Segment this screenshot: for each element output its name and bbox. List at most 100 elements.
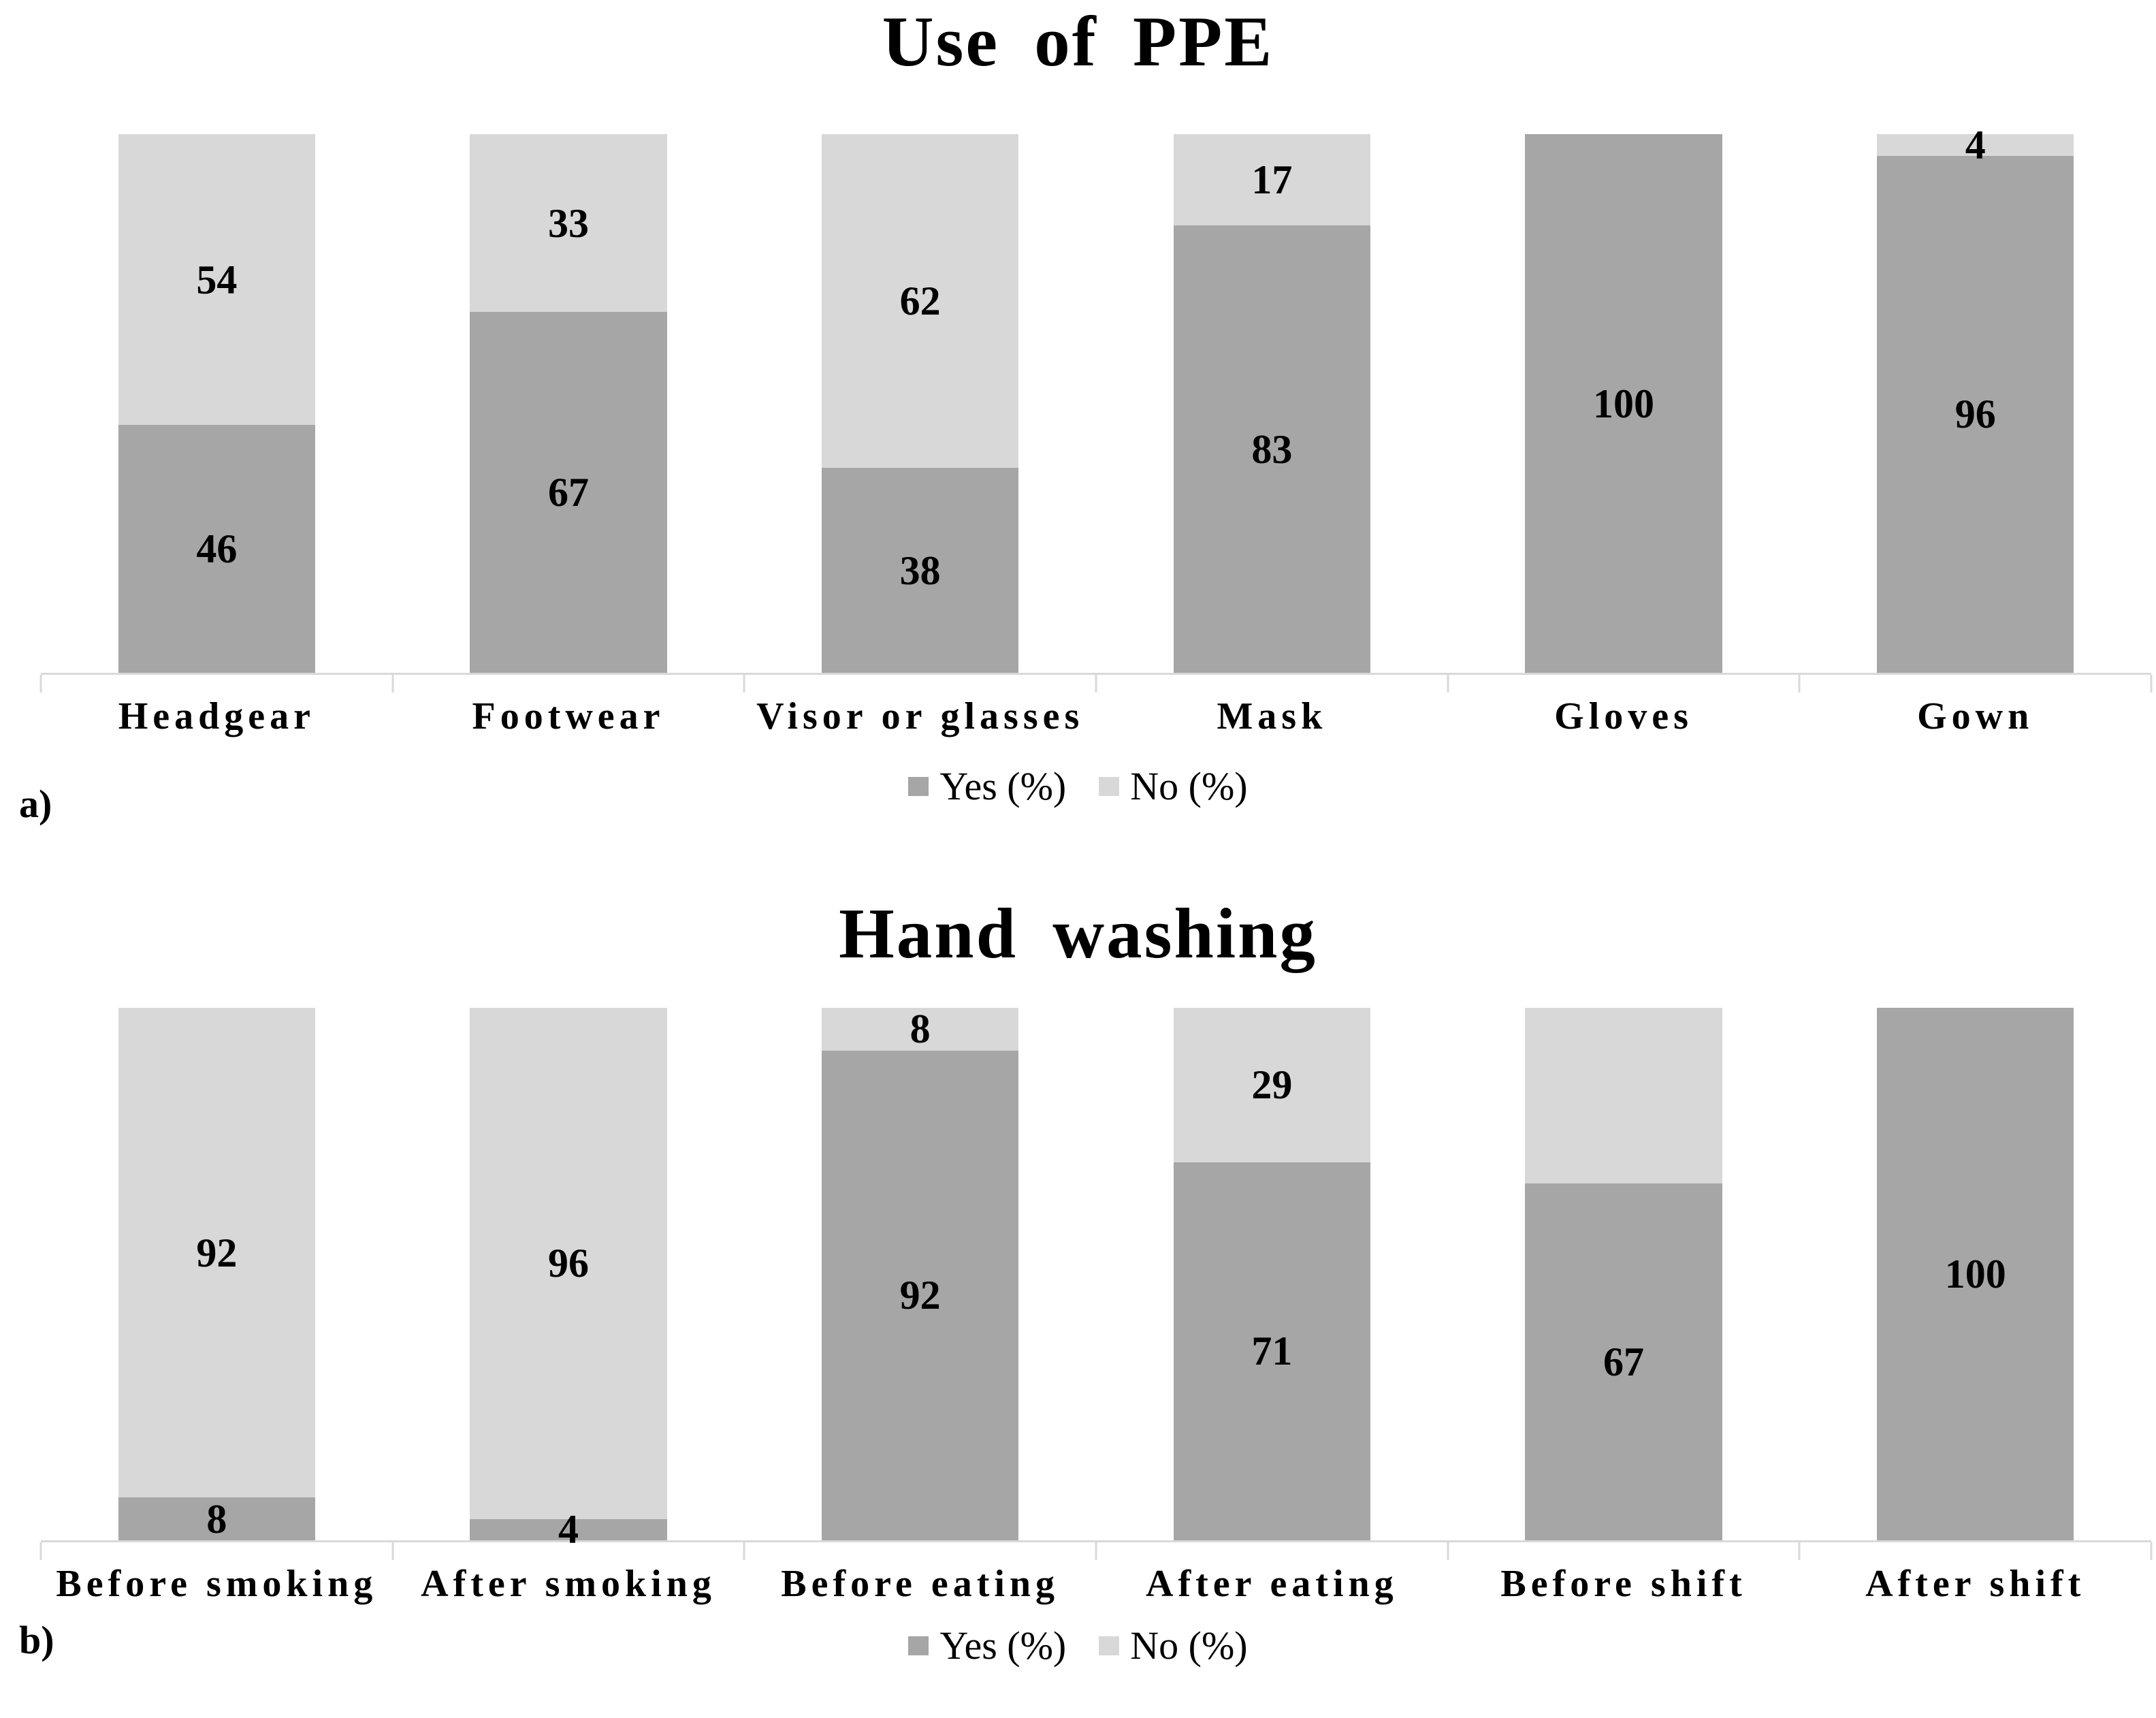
category-label-mask: Mask bbox=[1217, 695, 1328, 737]
stacked-bar-mask: 83 17 bbox=[1173, 134, 1371, 673]
value-label: 46 bbox=[196, 526, 238, 572]
bar-slot-after-eating: 71 29 bbox=[1096, 1008, 1448, 1540]
value-label: 54 bbox=[196, 257, 238, 302]
axis-tick bbox=[39, 675, 42, 693]
category-label-visor-or-glasses: Visor or glasses bbox=[756, 695, 1084, 737]
legend: Yes (%) No (%) bbox=[0, 1626, 2156, 1666]
value-label: 96 bbox=[1954, 392, 1996, 437]
category-axis-labels: Headgear Footwear Visor or glasses Mask Glov… bbox=[41, 695, 2151, 738]
bar-slot-before-eating: 92 8 bbox=[744, 1008, 1096, 1540]
chart-title: Use of PPE bbox=[882, 1, 1274, 81]
category-label-gown: Gown bbox=[1917, 695, 2034, 737]
value-label: 96 bbox=[548, 1241, 589, 1286]
chart-hand-washing: Hand washing 8 92 4 96 92 8 71 29 67 100 Before s… bbox=[0, 858, 2156, 1718]
legend-no-swatch bbox=[1099, 1636, 1120, 1655]
value-label: 83 bbox=[1251, 426, 1293, 472]
legend-yes-swatch bbox=[908, 1636, 929, 1655]
value-label: 8 bbox=[910, 1006, 931, 1052]
legend-no-swatch bbox=[1099, 777, 1120, 796]
stacked-bar-gloves: 100 bbox=[1525, 134, 1722, 673]
chart-title: Hand washing bbox=[839, 893, 1317, 973]
panel-label-b: b) bbox=[19, 1618, 54, 1662]
legend-no-label: No (%) bbox=[1130, 1623, 1248, 1668]
legend-yes-label: Yes (%) bbox=[939, 764, 1067, 808]
category-label-headgear: Headgear bbox=[118, 695, 315, 737]
stacked-bar-after-eating: 71 29 bbox=[1173, 1008, 1371, 1540]
segment-yes--after-eating: 71 bbox=[1173, 1162, 1371, 1540]
panel-label-a: a) bbox=[19, 782, 52, 826]
axis-tick bbox=[391, 1542, 394, 1560]
value-label: 38 bbox=[899, 547, 941, 593]
segment-yes--gloves: 100 bbox=[1525, 134, 1722, 673]
category-label-footwear: Footwear bbox=[472, 695, 665, 737]
axis-tick bbox=[1447, 1542, 1449, 1560]
segment-yes--mask: 83 bbox=[1173, 225, 1371, 673]
legend-yes-swatch bbox=[908, 777, 929, 796]
stacked-bar-visor-or-glasses: 38 62 bbox=[822, 134, 1019, 673]
legend-item-yes: Yes (%) bbox=[908, 1626, 1066, 1666]
bar-slot-headgear: 46 54 bbox=[41, 134, 393, 673]
stacked-bar-before-smoking: 8 92 bbox=[118, 1008, 315, 1540]
category-label-after-smoking: After smoking bbox=[421, 1563, 716, 1605]
segment-yes--gown: 96 bbox=[1877, 155, 2074, 673]
segment-yes--before-smoking: 8 bbox=[118, 1497, 315, 1540]
axis-tick bbox=[1798, 675, 1801, 693]
value-label: 29 bbox=[1251, 1062, 1293, 1108]
axis-tick bbox=[391, 675, 394, 693]
bar-slot-after-smoking: 4 96 bbox=[393, 1008, 745, 1550]
axis-tick bbox=[743, 1542, 745, 1560]
axis-tick bbox=[1095, 1542, 1097, 1560]
segment-no--mask: 17 bbox=[1173, 134, 1371, 226]
segment-no--visor-or-glasses: 62 bbox=[822, 134, 1019, 468]
segment-no--before-shift bbox=[1525, 1008, 1722, 1184]
category-axis-labels: Before smoking After smoking Before eating… bbox=[41, 1563, 2151, 1606]
category-label-after-shift: After shift bbox=[1865, 1563, 2086, 1605]
value-label: 92 bbox=[899, 1273, 941, 1318]
bar-slot-gloves: 100 bbox=[1448, 134, 1800, 673]
value-label: 8 bbox=[206, 1496, 227, 1542]
bar-slot-footwear: 67 33 bbox=[393, 134, 745, 673]
value-label: 92 bbox=[196, 1230, 238, 1275]
stacked-bar-headgear: 46 54 bbox=[118, 134, 315, 673]
bar-slot-before-smoking: 8 92 bbox=[41, 1008, 393, 1540]
value-label: 100 bbox=[1944, 1252, 2006, 1297]
value-label: 67 bbox=[1603, 1339, 1645, 1385]
category-label-before-smoking: Before smoking bbox=[56, 1563, 378, 1605]
segment-no--after-smoking: 96 bbox=[470, 1008, 667, 1519]
segment-yes--visor-or-glasses: 38 bbox=[822, 468, 1019, 673]
value-label: 67 bbox=[548, 470, 589, 515]
segment-no--footwear: 33 bbox=[470, 134, 667, 313]
category-label-before-shift: Before shift bbox=[1500, 1563, 1747, 1605]
axis-tick bbox=[1798, 1542, 1801, 1560]
axis-tick bbox=[39, 1542, 42, 1560]
bar-slot-visor-or-glasses: 38 62 bbox=[744, 134, 1096, 673]
segment-no--headgear: 54 bbox=[118, 134, 315, 426]
segment-yes--before-shift: 67 bbox=[1525, 1183, 1722, 1540]
stacked-bar-gown: 96 4 bbox=[1877, 125, 2074, 673]
legend: Yes (%) No (%) bbox=[0, 767, 2156, 806]
segment-yes--after-smoking: 4 bbox=[470, 1509, 667, 1550]
category-label-gloves: Gloves bbox=[1554, 695, 1693, 737]
legend-item-no: No (%) bbox=[1099, 1623, 1248, 1668]
stacked-bar-after-smoking: 4 96 bbox=[470, 1008, 667, 1550]
segment-no--after-eating: 29 bbox=[1173, 1008, 1371, 1162]
segment-yes--after-shift: 100 bbox=[1877, 1008, 2074, 1540]
value-label: 33 bbox=[548, 200, 589, 246]
axis-tick bbox=[2150, 675, 2153, 693]
legend-item-no: No (%) bbox=[1099, 767, 1248, 806]
bar-slot-gown: 96 4 bbox=[1799, 125, 2151, 673]
plot-area: 8 92 4 96 92 8 71 29 67 100 bbox=[41, 1008, 2151, 1550]
value-label: 100 bbox=[1593, 381, 1655, 426]
bar-slot-before-shift: 67 bbox=[1448, 1008, 1800, 1540]
x-axis bbox=[39, 1540, 2153, 1560]
legend-yes-label: Yes (%) bbox=[939, 1623, 1067, 1668]
plot-area: 46 54 67 33 38 62 83 17 100 96 4 bbox=[41, 125, 2151, 673]
category-label-before-eating: Before eating bbox=[781, 1563, 1060, 1605]
axis-tick bbox=[1095, 675, 1097, 693]
value-label: 4 bbox=[558, 1507, 579, 1553]
axis-tick bbox=[2150, 1542, 2153, 1560]
segment-no--before-smoking: 92 bbox=[118, 1008, 315, 1498]
stacked-bar-before-eating: 92 8 bbox=[822, 1006, 1019, 1540]
stacked-bar-before-shift: 67 bbox=[1525, 1008, 1722, 1540]
